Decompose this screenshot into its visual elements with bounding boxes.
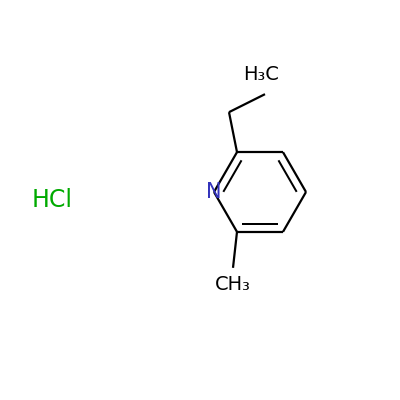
Text: N: N <box>206 182 222 202</box>
Text: CH₃: CH₃ <box>215 275 251 294</box>
Text: H₃C: H₃C <box>243 65 279 84</box>
Text: HCl: HCl <box>32 188 72 212</box>
